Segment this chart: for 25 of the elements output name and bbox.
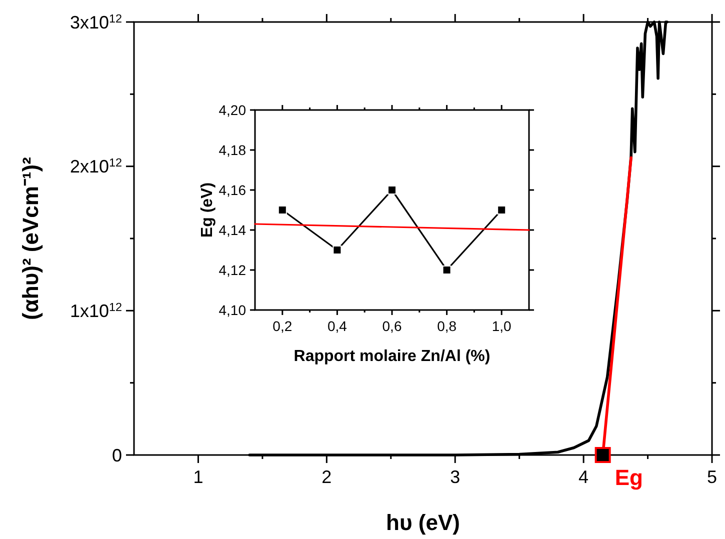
y-tick-label: 1x10$^{12}$: [70, 300, 122, 321]
y-tick-label: 4,14: [218, 222, 246, 238]
x-tick-label: 1,0: [492, 318, 512, 334]
x-tick-label: 0,4: [327, 318, 348, 334]
x-tick-label: 0,6: [382, 318, 402, 334]
y-tick-label: 2x10$^{12}$: [70, 156, 122, 177]
y-axis-title: Eg (eV): [199, 182, 216, 238]
y-tick-label: 4,12: [218, 262, 246, 278]
x-tick-label: 5: [706, 467, 718, 487]
y-tick-label: 3x10$^{12}$: [70, 12, 122, 32]
x-tick-label: 1: [193, 467, 204, 487]
x-axis-title: Rapport molaire Zn/Al (%): [294, 348, 490, 365]
x-tick-label: 0,8: [437, 318, 457, 334]
y-tick-label: 0: [112, 445, 122, 466]
x-tick-label: 2: [322, 467, 332, 487]
x-tick-label: 0,2: [272, 318, 292, 334]
x-axis-title: hυ (eV): [386, 510, 460, 535]
x-tick-label: 3: [450, 467, 460, 487]
x-tick-label: 4: [578, 467, 589, 487]
y-tick-label: 4,18: [218, 142, 246, 158]
y-tick-label: 4,20: [218, 102, 246, 118]
annotation: Eg: [614, 465, 643, 490]
y-tick-label: 4,16: [218, 182, 246, 198]
y-tick-label: 4,10: [218, 302, 246, 318]
y-axis-title: (αhυ)² (eVcm⁻¹)²: [18, 157, 43, 320]
